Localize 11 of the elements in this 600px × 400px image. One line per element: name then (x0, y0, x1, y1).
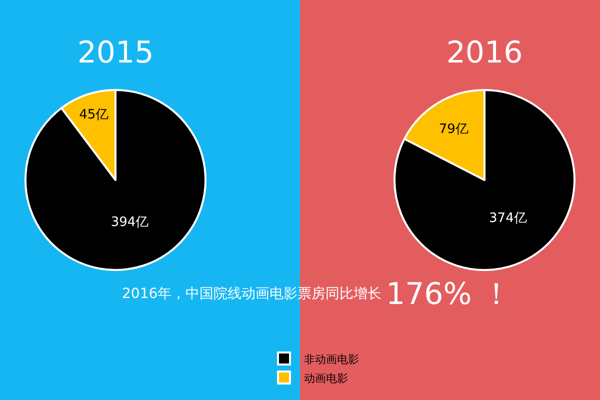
data-label: 394亿 (110, 215, 149, 230)
text: 176% ！ (386, 277, 512, 312)
data-label: 79亿 (438, 122, 468, 137)
legend-label: 动画电影 (304, 372, 348, 385)
chart-title: 2016 (446, 36, 523, 70)
data-label: 374亿 (489, 210, 527, 226)
data-label: 45亿 (79, 108, 109, 123)
pie-slice (394, 89, 576, 271)
chart-title: 2015 (77, 36, 154, 70)
legend-label: 非动画电影 (304, 352, 359, 366)
pie-slice (24, 89, 206, 271)
